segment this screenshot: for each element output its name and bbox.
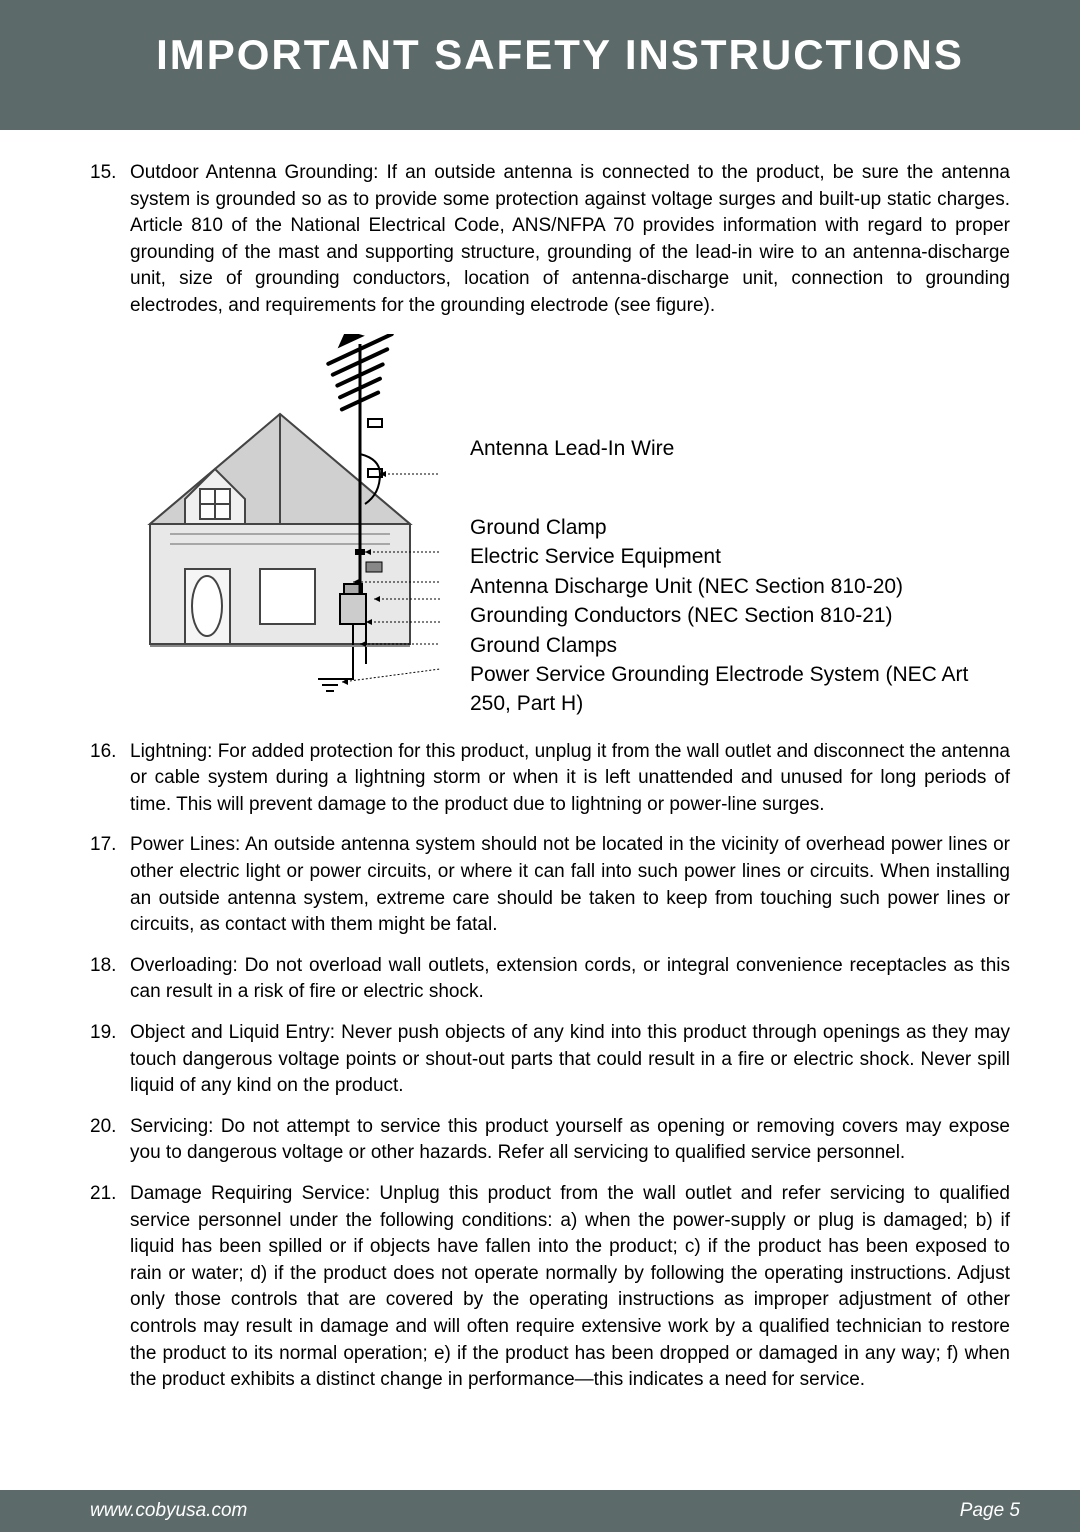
item-text: Damage Requiring Service: Unplug this pr… [130, 1181, 1010, 1394]
page-title: IMPORTANT SAFETY INSTRUCTIONS [156, 31, 964, 79]
footer-page: Page 5 [960, 1500, 1020, 1522]
list-item: 19. Object and Liquid Entry: Never push … [90, 1020, 1010, 1100]
list-item: 18. Overloading: Do not overload wall ou… [90, 953, 1010, 1006]
item-text: Lightning: For added protection for this… [130, 739, 1010, 819]
figure-label: Power Service Grounding Electrode System… [470, 660, 1010, 719]
figure-label: Ground Clamps [470, 631, 1010, 660]
figure-label: Antenna Lead-In Wire [470, 434, 1010, 463]
item-text: Overloading: Do not overload wall outlet… [130, 953, 1010, 1006]
footer-url: www.cobyusa.com [90, 1500, 247, 1522]
item-number: 19. [90, 1020, 130, 1100]
figure-label: Electric Service Equipment [470, 542, 1010, 571]
list-item: 16. Lightning: For added protection for … [90, 739, 1010, 819]
item-number: 18. [90, 953, 130, 1006]
item-text: Servicing: Do not attempt to service thi… [130, 1114, 1010, 1167]
figure-labels: Antenna Lead-In Wire Ground Clamp Electr… [470, 334, 1010, 719]
item-text: Object and Liquid Entry: Never push obje… [130, 1020, 1010, 1100]
item-number: 15. [90, 160, 130, 320]
item-number: 17. [90, 832, 130, 938]
item-text: Outdoor Antenna Grounding: If an outside… [130, 160, 1010, 320]
grounding-figure: Antenna Lead-In Wire Ground Clamp Electr… [130, 334, 1010, 719]
item-number: 20. [90, 1114, 130, 1167]
list-item: 15. Outdoor Antenna Grounding: If an out… [90, 160, 1010, 320]
list-item: 20. Servicing: Do not attempt to service… [90, 1114, 1010, 1167]
figure-label: Ground Clamp [470, 513, 1010, 542]
item-text: Power Lines: An outside antenna system s… [130, 832, 1010, 938]
item-number: 21. [90, 1181, 130, 1394]
header-bar: IMPORTANT SAFETY INSTRUCTIONS [0, 0, 1080, 130]
page: IMPORTANT SAFETY INSTRUCTIONS 15. Outdoo… [0, 0, 1080, 1532]
content-area: 15. Outdoor Antenna Grounding: If an out… [40, 130, 1080, 1490]
house-antenna-diagram [130, 334, 440, 713]
list-item: 21. Damage Requiring Service: Unplug thi… [90, 1181, 1010, 1394]
footer-bar: www.cobyusa.com Page 5 [0, 1490, 1080, 1532]
figure-label: Antenna Discharge Unit (NEC Section 810-… [470, 572, 1010, 601]
list-item: 17. Power Lines: An outside antenna syst… [90, 832, 1010, 938]
figure-label: Grounding Conductors (NEC Section 810-21… [470, 601, 1010, 630]
item-number: 16. [90, 739, 130, 819]
